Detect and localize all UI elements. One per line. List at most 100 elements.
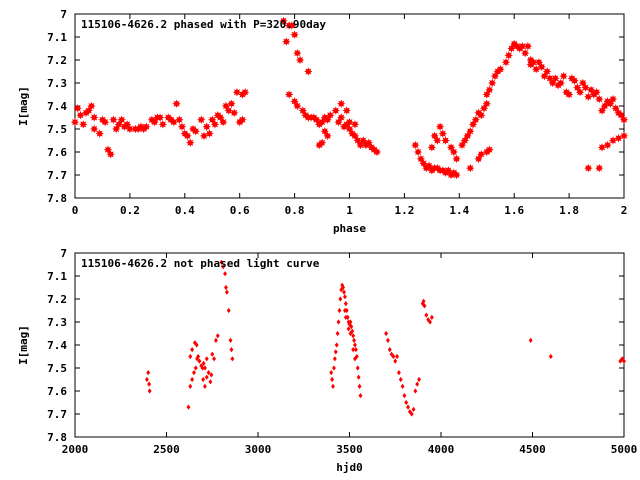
- data-point: [206, 370, 211, 376]
- data-point: [395, 353, 400, 360]
- data-point: [219, 117, 228, 127]
- data-point: [618, 358, 623, 364]
- data-point: [230, 356, 235, 362]
- data-point: [228, 337, 233, 343]
- x-axis-label: hjd0: [336, 461, 363, 474]
- data-point: [542, 67, 552, 76]
- data-point: [196, 353, 201, 360]
- data-point: [201, 376, 206, 383]
- y-tick-label: 7.8: [47, 431, 67, 444]
- chart-title: 115106-4626.2 not phased light curve: [81, 257, 320, 270]
- data-point: [177, 122, 187, 131]
- data-point: [406, 404, 411, 410]
- data-point: [603, 140, 612, 150]
- y-tick-label: 7.2: [47, 293, 67, 306]
- data-point: [413, 147, 423, 157]
- data-point: [90, 124, 99, 134]
- data-point: [348, 330, 353, 337]
- data-point: [351, 333, 356, 339]
- data-point: [466, 163, 475, 173]
- data-point: [188, 383, 193, 389]
- data-point: [400, 383, 405, 389]
- data-point: [229, 347, 234, 353]
- y-tick-label: 7.6: [47, 146, 67, 159]
- data-point: [338, 296, 343, 302]
- y-axis-label: I[mag]: [17, 86, 30, 126]
- data-point: [357, 383, 362, 389]
- data-point: [353, 347, 358, 353]
- data-point: [413, 388, 418, 394]
- data-point: [125, 124, 135, 134]
- data-point: [144, 376, 149, 383]
- data-point: [404, 399, 409, 406]
- data-point: [355, 365, 360, 371]
- data-point: [202, 383, 207, 389]
- x-tick-label: 1.8: [559, 204, 579, 217]
- data-point: [287, 21, 297, 30]
- plot-frame: [74, 252, 625, 438]
- data-point: [622, 358, 626, 364]
- y-tick-label: 7.7: [47, 169, 67, 182]
- data-point: [485, 85, 494, 95]
- data-point: [358, 393, 363, 399]
- x-tick-label: 1.2: [394, 204, 414, 217]
- data-point: [188, 353, 193, 360]
- data-point: [496, 65, 505, 74]
- data-point: [385, 337, 390, 343]
- data-point: [175, 115, 184, 124]
- data-point: [564, 90, 574, 99]
- data-point: [330, 376, 335, 383]
- data-point: [342, 106, 351, 115]
- data-point: [396, 370, 401, 376]
- data-point: [438, 129, 448, 138]
- data-points: [70, 16, 629, 180]
- data-point: [95, 129, 104, 138]
- data-point: [335, 330, 340, 337]
- data-point: [186, 138, 195, 147]
- data-point: [608, 94, 618, 104]
- data-point: [191, 127, 200, 136]
- data-point: [411, 406, 416, 412]
- x-tick-label: 0.2: [120, 204, 140, 217]
- data-point: [190, 376, 195, 383]
- x-tick-label: 2: [621, 204, 628, 217]
- data-point: [619, 115, 629, 124]
- x-tick-label: 2500: [153, 443, 180, 456]
- x-tick-label: 4000: [428, 443, 455, 456]
- data-point: [202, 365, 207, 371]
- data-point: [106, 150, 115, 159]
- data-point: [398, 376, 403, 383]
- data-point: [109, 115, 118, 124]
- data-point: [238, 115, 247, 124]
- data-point: [429, 314, 434, 320]
- data-point: [290, 30, 299, 39]
- x-axis-label: phase: [333, 222, 366, 235]
- data-point: [523, 42, 533, 51]
- data-point: [336, 319, 341, 325]
- data-point: [449, 147, 459, 157]
- data-point: [334, 342, 339, 348]
- data-point: [190, 347, 195, 353]
- data-point: [356, 374, 361, 380]
- data-point: [293, 48, 302, 58]
- data-point: [337, 307, 342, 314]
- data-point: [158, 120, 168, 129]
- data-point: [411, 140, 420, 150]
- data-point: [224, 284, 228, 291]
- y-tick-label: 7.4: [47, 100, 67, 113]
- x-tick-label: 2000: [62, 443, 89, 456]
- data-point: [570, 76, 579, 85]
- data-point: [201, 360, 206, 366]
- data-point: [337, 113, 346, 122]
- y-tick-label: 7.1: [47, 31, 67, 44]
- y-tick-label: 7: [60, 247, 67, 260]
- plot-frame: [74, 13, 625, 199]
- data-point: [343, 314, 348, 320]
- data-point: [215, 333, 220, 339]
- data-point: [504, 51, 513, 60]
- data-point: [433, 136, 442, 145]
- data-point: [323, 131, 332, 141]
- data-point: [172, 99, 181, 108]
- y-tick-label: 7.2: [47, 54, 67, 67]
